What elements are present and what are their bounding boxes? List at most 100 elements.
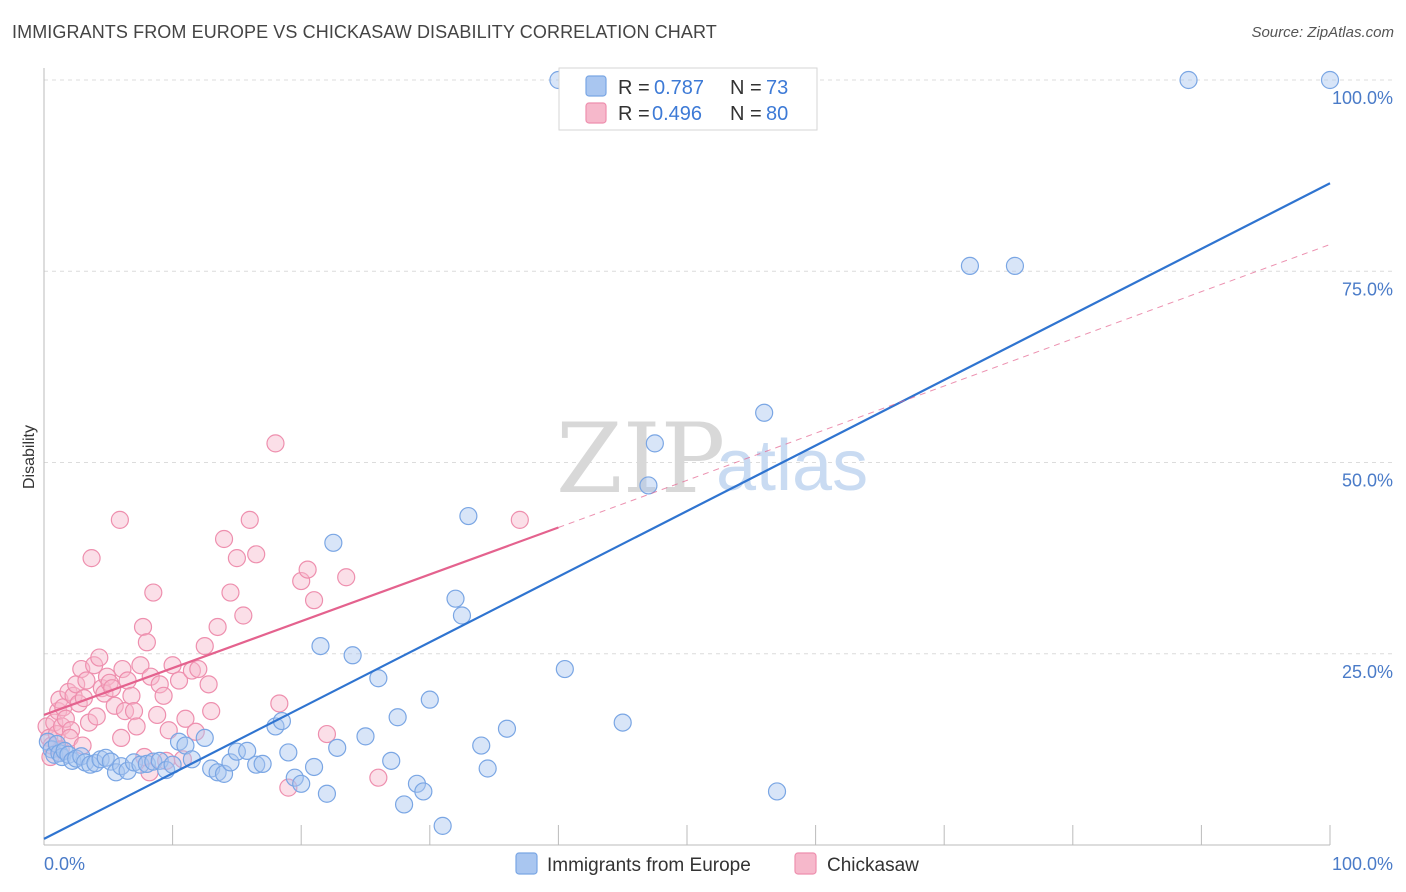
immigrants-point-63 — [478, 759, 497, 778]
chickasaw-point-54 — [214, 529, 234, 549]
chickasaw-point-67 — [337, 568, 356, 587]
legend-swatch-pink — [585, 102, 607, 124]
immigrants-point-67 — [613, 713, 632, 732]
chickasaw-point-10 — [56, 709, 75, 728]
bottom-legend: Immigrants from Europe Chickasaw — [515, 852, 919, 876]
watermark-zip: ZIP — [556, 403, 725, 515]
chickasaw-point-55 — [221, 583, 240, 602]
chickasaw-point-45 — [159, 721, 178, 740]
chickasaw-point-12 — [61, 721, 81, 740]
immigrants-point-70 — [755, 403, 774, 422]
chickasaw-point-64 — [298, 560, 317, 579]
chickasaw-point-30 — [110, 510, 129, 529]
chickasaw-point-59 — [247, 545, 266, 564]
chickasaw-point-65 — [304, 591, 324, 610]
immigrants-point-71 — [767, 782, 787, 801]
legend-r-value-2: 0.496 — [652, 103, 702, 125]
immigrants-point-74 — [1179, 70, 1198, 90]
source-attribution: Source: ZipAtlas.com — [1251, 24, 1394, 41]
immigrants-point-54 — [394, 795, 414, 814]
immigrants-point-75 — [1320, 70, 1340, 90]
chickasaw-point-56 — [227, 549, 246, 568]
trendline-immigrants — [43, 182, 1331, 840]
chickasaw-point-35 — [124, 702, 144, 721]
legend-n-value-1: 73 — [766, 77, 788, 99]
legend-r-label-1: R = — [618, 77, 650, 99]
chickasaw-point-51 — [195, 636, 214, 656]
chickasaw-point-66 — [317, 724, 337, 744]
watermark: ZIP atlas — [556, 403, 868, 515]
chart-title: IMMIGRANTS FROM EUROPE VS CHICKASAW DISA… — [12, 22, 717, 42]
chickasaw-point-29 — [105, 696, 124, 715]
immigrants-point-69 — [645, 434, 664, 453]
correlation-legend: R = 0.787 N = 73 R = 0.496 N = 80 — [558, 67, 818, 131]
immigrants-point-41 — [279, 743, 298, 762]
immigrants-point-61 — [459, 506, 478, 526]
immigrants-point-73 — [1005, 256, 1025, 275]
chickasaw-point-50 — [189, 659, 208, 679]
legend-n-label-1: N = — [730, 77, 762, 99]
chickasaw-point-44 — [154, 686, 173, 705]
y-tick-label-100: 100.0% — [1332, 88, 1393, 108]
bottom-legend-label-immigrants: Immigrants from Europe — [547, 855, 751, 876]
chickasaw-point-20 — [82, 549, 101, 568]
immigrants-point-33 — [214, 764, 234, 783]
chickasaw-point-47 — [169, 671, 189, 690]
immigrants-point-62 — [472, 736, 491, 755]
immigrants-point-48 — [328, 738, 347, 757]
chickasaw-point-53 — [208, 617, 227, 637]
chickasaw-point-39 — [137, 633, 156, 652]
legend-r-value-1: 0.787 — [654, 77, 704, 99]
x-tick-label-max: 100.0% — [1332, 854, 1393, 874]
chickasaw-point-76 — [186, 722, 205, 741]
chickasaw-point-36 — [127, 717, 146, 736]
chickasaw-point-77 — [199, 675, 218, 694]
series-immigrants-from-europe-points — [38, 70, 1340, 835]
immigrants-point-59 — [446, 589, 465, 608]
immigrants-point-52 — [382, 751, 401, 770]
chickasaw-point-41 — [144, 583, 163, 602]
immigrants-point-58 — [433, 816, 452, 835]
chickasaw-point-15 — [69, 694, 88, 713]
immigrants-point-34 — [221, 753, 240, 772]
chickasaw-point-18 — [77, 671, 96, 690]
chickasaw-point-69 — [510, 510, 529, 529]
chickasaw-point-63 — [292, 571, 311, 591]
immigrants-point-45 — [311, 636, 330, 656]
x-tick-label-min: 0.0% — [44, 854, 85, 874]
immigrants-point-47 — [324, 533, 343, 552]
trendlines — [43, 182, 1331, 840]
immigrants-point-35 — [227, 742, 246, 761]
y-tick-label-75: 75.0% — [1342, 279, 1393, 299]
chickasaw-point-68 — [369, 768, 388, 787]
immigrants-point-37 — [247, 755, 266, 774]
immigrants-point-23 — [144, 752, 163, 771]
immigrants-point-49 — [343, 646, 362, 665]
immigrants-point-16 — [101, 752, 120, 771]
bottom-legend-label-chickasaw: Chickasaw — [827, 855, 919, 876]
chickasaw-point-42 — [148, 705, 167, 725]
legend-n-value-2: 80 — [766, 103, 788, 125]
chickasaw-point-73 — [112, 728, 131, 748]
chickasaw-point-57 — [234, 606, 253, 625]
y-tick-label-50: 50.0% — [1342, 471, 1393, 491]
immigrants-point-66 — [555, 659, 574, 679]
immigrants-point-57 — [420, 690, 439, 709]
watermark-atlas: atlas — [716, 426, 868, 506]
chickasaw-point-37 — [131, 656, 150, 675]
series-chickasaw-points — [37, 434, 529, 797]
chickasaw-point-52 — [202, 702, 221, 721]
bottom-legend-swatch-blue — [515, 852, 538, 875]
immigrants-point-44 — [304, 757, 324, 777]
chickasaw-point-22 — [87, 707, 106, 726]
bottom-legend-swatch-pink — [794, 852, 817, 875]
legend-r-label-2: R = — [618, 103, 650, 125]
legend-n-label-2: N = — [730, 103, 762, 125]
chickasaw-point-38 — [133, 617, 153, 637]
chickasaw-point-48 — [176, 709, 195, 728]
immigrants-point-53 — [388, 708, 407, 727]
immigrants-point-46 — [317, 784, 337, 803]
y-tick-labels: 25.0% 50.0% 75.0% 100.0% — [1332, 88, 1393, 682]
immigrants-point-30 — [195, 728, 214, 748]
